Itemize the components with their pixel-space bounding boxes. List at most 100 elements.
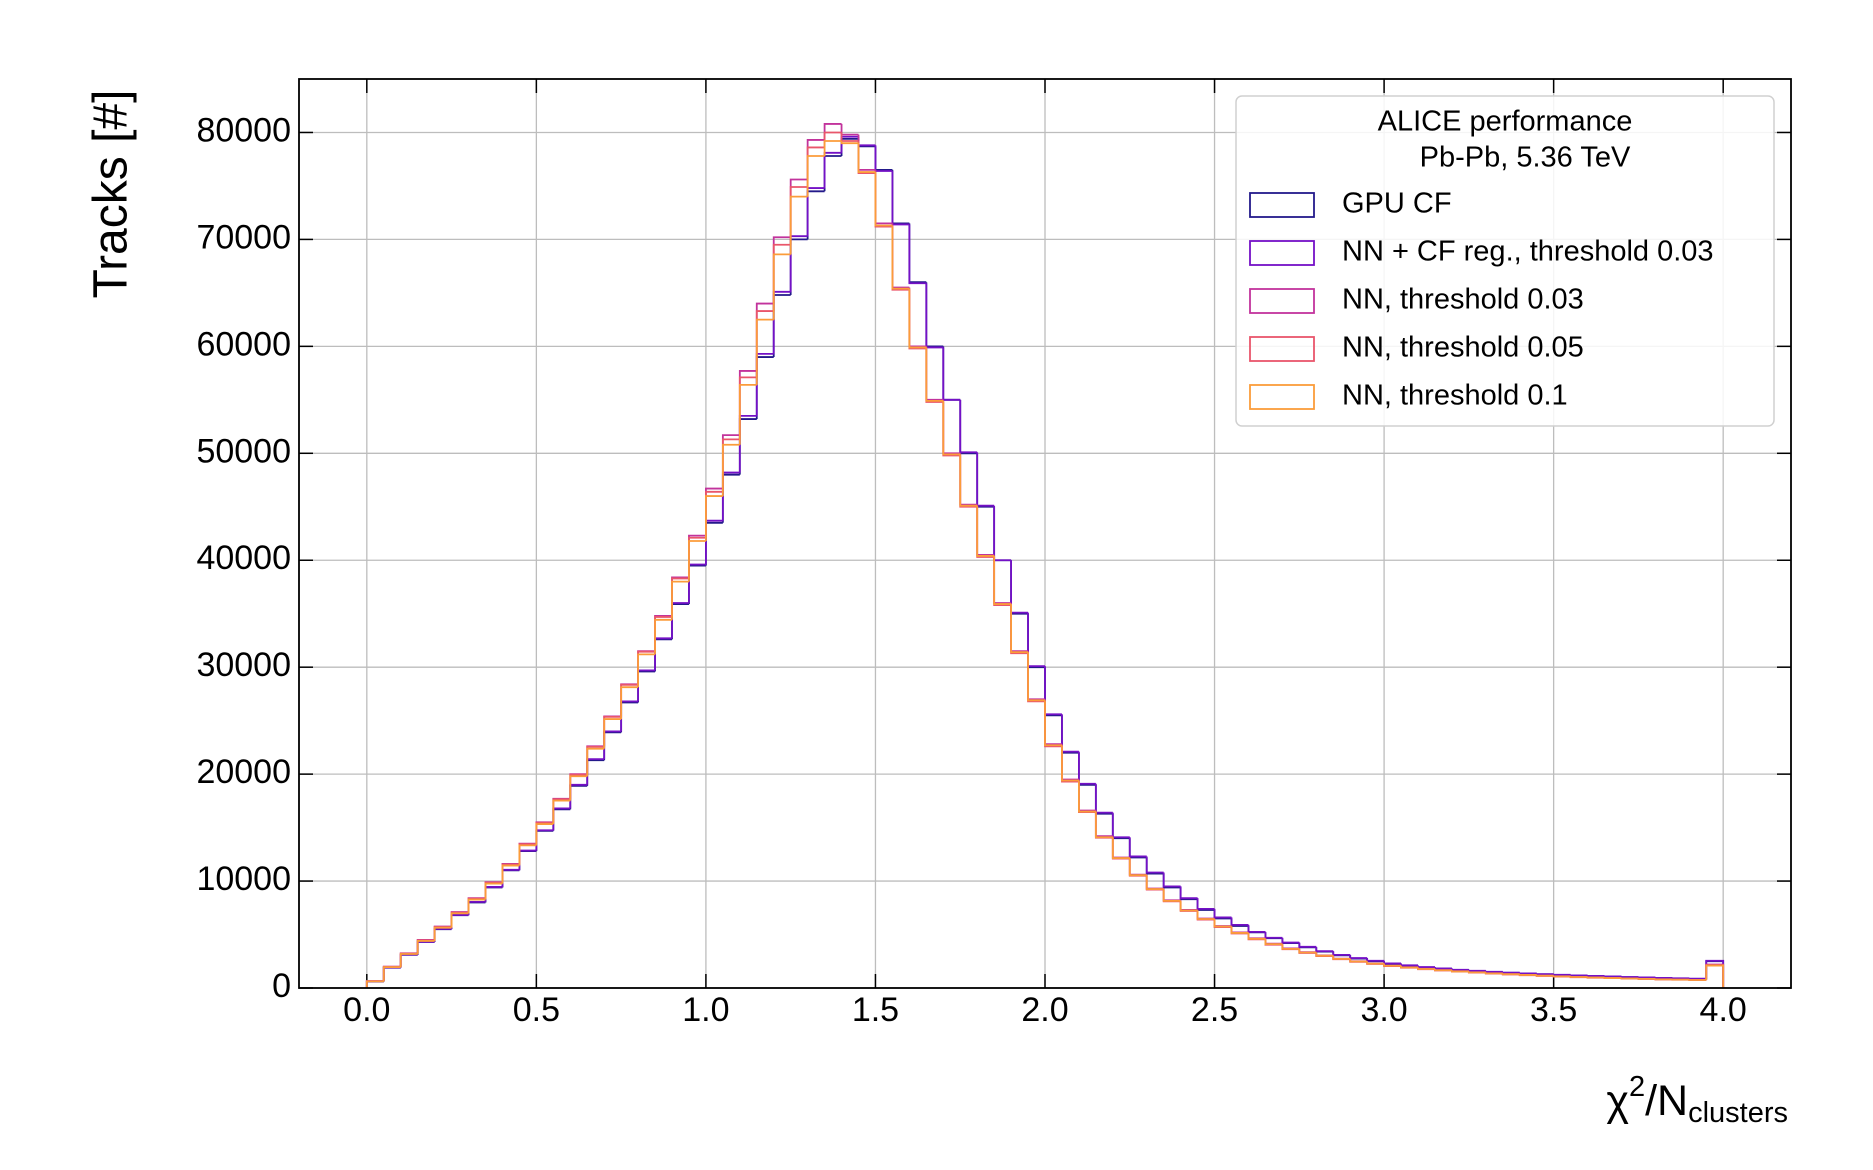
histogram-step bbox=[772, 236, 791, 304]
histogram-step bbox=[1400, 963, 1418, 967]
legend-label: NN, threshold 0.03 bbox=[1342, 284, 1584, 316]
histogram-step bbox=[942, 401, 961, 457]
histogram-step bbox=[806, 190, 825, 240]
histogram-step bbox=[789, 178, 808, 238]
histogram-step bbox=[1569, 974, 1588, 977]
histogram-step bbox=[874, 173, 893, 228]
histogram-step bbox=[891, 169, 910, 225]
histogram-step bbox=[1044, 700, 1062, 747]
legend-label: NN, threshold 0.05 bbox=[1342, 332, 1584, 364]
histogram-step bbox=[705, 521, 723, 566]
histogram-step bbox=[688, 536, 706, 579]
histogram-step bbox=[1078, 780, 1096, 813]
histogram-step bbox=[1315, 946, 1334, 953]
histogram-step bbox=[518, 850, 537, 871]
histogram-step bbox=[1315, 952, 1334, 957]
histogram-step bbox=[552, 808, 571, 831]
histogram-step bbox=[382, 966, 401, 982]
histogram-step bbox=[959, 453, 978, 506]
histogram-step bbox=[1094, 812, 1113, 839]
histogram-step bbox=[450, 912, 469, 928]
histogram-step bbox=[1128, 858, 1147, 877]
histogram-step bbox=[976, 453, 995, 508]
histogram-step bbox=[1111, 837, 1130, 860]
histogram-step bbox=[535, 829, 554, 852]
y-tick-label: 80000 bbox=[196, 111, 291, 149]
histogram-step bbox=[382, 965, 401, 982]
histogram-step bbox=[399, 953, 418, 968]
histogram-step bbox=[637, 670, 656, 703]
histogram-step bbox=[1620, 976, 1639, 978]
histogram-step bbox=[1332, 951, 1351, 956]
histogram-step bbox=[1451, 970, 1469, 973]
histogram-step bbox=[993, 557, 1012, 607]
histogram-step bbox=[1349, 954, 1368, 959]
histogram-step bbox=[518, 843, 537, 865]
histogram-step bbox=[1552, 973, 1571, 976]
histogram-step bbox=[1145, 856, 1164, 874]
histogram-step bbox=[1298, 948, 1317, 954]
histogram-step bbox=[365, 980, 384, 988]
histogram-step bbox=[688, 564, 706, 605]
y-tick-label: 30000 bbox=[196, 646, 291, 684]
histogram-step bbox=[1230, 925, 1249, 934]
histogram-step bbox=[806, 146, 825, 188]
histogram-step bbox=[891, 223, 910, 289]
legend-label: NN, threshold 0.1 bbox=[1342, 380, 1568, 412]
histogram-step bbox=[654, 614, 672, 652]
y-tick-label: 40000 bbox=[196, 539, 291, 577]
legend-swatch bbox=[1249, 192, 1315, 218]
histogram-step bbox=[688, 540, 706, 582]
histogram-step bbox=[993, 555, 1012, 605]
histogram-step bbox=[1247, 932, 1266, 940]
histogram-step bbox=[1705, 964, 1725, 988]
histogram-step bbox=[976, 504, 995, 556]
histogram-step bbox=[552, 797, 571, 823]
histogram-step bbox=[1230, 926, 1249, 934]
histogram-step bbox=[874, 145, 893, 172]
histogram-step bbox=[1027, 651, 1045, 701]
histogram-step bbox=[1213, 918, 1232, 927]
histogram-step bbox=[789, 238, 808, 296]
y-tick-label: 60000 bbox=[196, 325, 291, 363]
histogram-step bbox=[705, 490, 723, 538]
histogram-step bbox=[806, 155, 825, 197]
histogram-step bbox=[857, 143, 876, 173]
histogram-step bbox=[772, 290, 791, 354]
histogram-step bbox=[755, 310, 774, 378]
x-tick-label: 2.0 bbox=[1021, 991, 1068, 1029]
histogram-step bbox=[721, 473, 740, 523]
histogram-step bbox=[738, 376, 757, 440]
x-tick-label: 3.0 bbox=[1360, 991, 1407, 1029]
histogram-step bbox=[671, 580, 689, 620]
histogram-step bbox=[925, 283, 944, 349]
histogram-step bbox=[942, 347, 961, 401]
histogram-step bbox=[637, 653, 656, 688]
histogram-step bbox=[484, 882, 503, 900]
histogram-step bbox=[738, 418, 757, 475]
legend-title: ALICE performance bbox=[1378, 106, 1633, 138]
histogram-step bbox=[1349, 958, 1368, 963]
histogram-step bbox=[671, 576, 689, 616]
histogram-step bbox=[382, 965, 401, 982]
histogram-step bbox=[399, 953, 418, 968]
histogram-step bbox=[1518, 972, 1537, 975]
histogram-step bbox=[501, 863, 520, 883]
histogram-step bbox=[942, 346, 961, 401]
y-tick-label: 0 bbox=[272, 967, 291, 1005]
histogram-step bbox=[688, 563, 706, 604]
histogram-step bbox=[721, 443, 740, 497]
histogram-step bbox=[1111, 837, 1130, 859]
histogram-step bbox=[1230, 917, 1249, 926]
histogram-step bbox=[874, 169, 893, 225]
histogram-step bbox=[959, 399, 978, 454]
histogram-step bbox=[738, 414, 757, 473]
histogram-step bbox=[1451, 968, 1469, 971]
histogram-step bbox=[518, 844, 537, 866]
histogram-step bbox=[1467, 971, 1486, 974]
histogram-step bbox=[1044, 667, 1062, 717]
histogram-step bbox=[586, 747, 605, 777]
histogram-step bbox=[840, 141, 859, 145]
histogram-step bbox=[1094, 811, 1113, 839]
histogram-step bbox=[1400, 965, 1418, 969]
